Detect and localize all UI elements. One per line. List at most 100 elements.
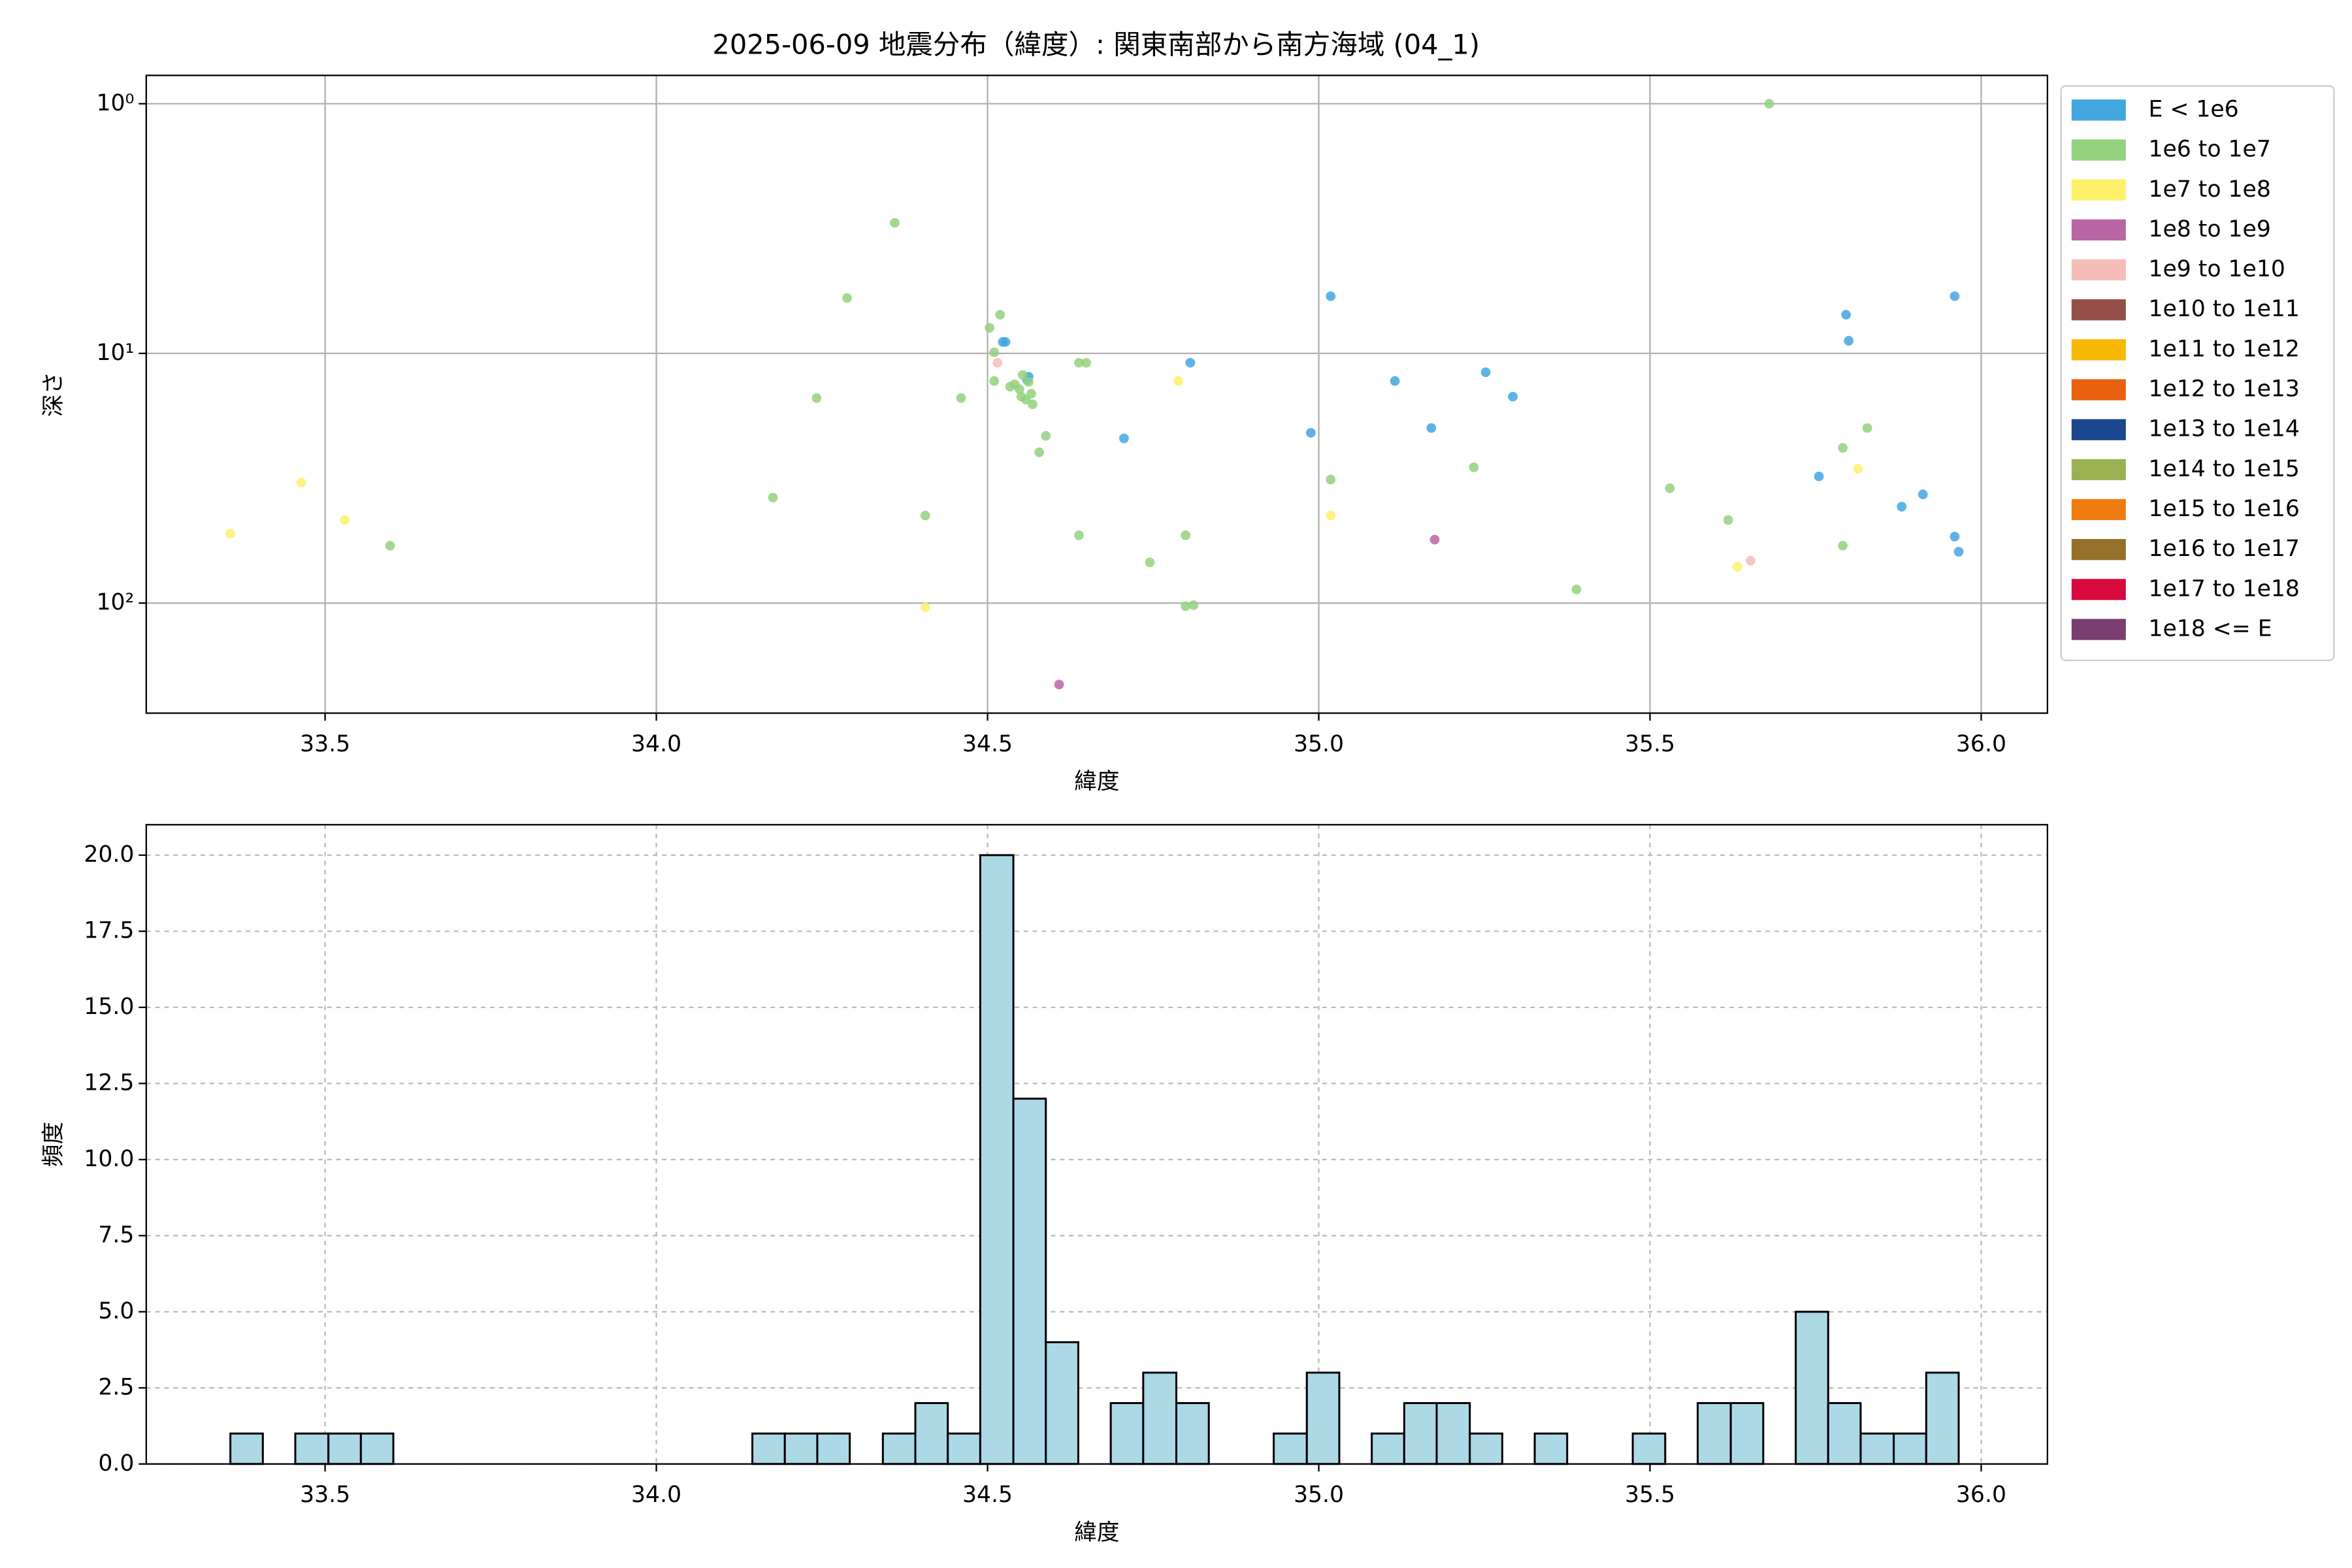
point (1814, 471, 1824, 482)
point (1074, 357, 1084, 368)
y-axis-label: 頻度 (41, 1122, 67, 1167)
bar (1859, 1432, 1895, 1465)
x-tick-label: 34.5 (962, 1482, 1013, 1508)
point (1185, 357, 1196, 368)
x-tick-label: 34.0 (631, 731, 681, 757)
legend-box (2060, 85, 2335, 661)
point (956, 393, 966, 403)
point (1034, 447, 1045, 457)
axes-frame (145, 74, 2048, 714)
point (1305, 428, 1316, 438)
point (1016, 391, 1026, 402)
y-tick-label: 7.5 (98, 1222, 134, 1248)
legend-label: 1e10 to 1e11 (2148, 296, 2299, 322)
axes-frame (145, 824, 2048, 1465)
legend-swatch (2071, 259, 2126, 281)
point (1429, 534, 1440, 545)
x-tick-label: 35.5 (1625, 731, 1675, 757)
bar (1273, 1432, 1308, 1465)
point (1469, 462, 1479, 472)
point (1145, 557, 1155, 568)
point (1326, 474, 1336, 485)
point (1746, 555, 1756, 566)
point (1024, 377, 1034, 387)
point (989, 347, 1000, 357)
point (385, 540, 395, 551)
x-tick-label: 35.0 (1294, 731, 1344, 757)
legend-swatch (2071, 539, 2126, 561)
x-tick-label: 33.5 (300, 1482, 350, 1508)
point (1841, 310, 1851, 320)
bar (1795, 1311, 1829, 1465)
bar (1435, 1402, 1471, 1465)
x-tick-label: 35.5 (1625, 1482, 1675, 1508)
legend-swatch (2071, 179, 2126, 201)
point (1665, 483, 1675, 493)
bar (294, 1432, 330, 1465)
bar (979, 854, 1015, 1465)
point (1081, 357, 1092, 368)
bar (914, 1402, 949, 1465)
point (1326, 510, 1336, 521)
legend-label: 1e8 to 1e9 (2148, 216, 2270, 242)
point (768, 493, 778, 502)
x-tick-label: 36.0 (1956, 731, 2006, 757)
point (1918, 489, 1928, 500)
bar (1109, 1402, 1145, 1465)
point (1173, 376, 1183, 386)
x-tick-label: 36.0 (1956, 1482, 2006, 1508)
y-tick-label: 10.0 (84, 1146, 134, 1172)
legend-swatch (2071, 619, 2126, 640)
point (1853, 464, 1863, 474)
bar (1533, 1432, 1569, 1465)
point (1764, 99, 1774, 109)
legend-swatch (2071, 139, 2126, 161)
point (1390, 376, 1400, 386)
point (811, 393, 822, 403)
point (1723, 515, 1733, 525)
y-tick-label: 0.0 (98, 1450, 134, 1477)
figure-title: 2025-06-09 地震分布（緯度）: 関東南部から南方海域 (04_1) (712, 29, 1480, 61)
bar (1631, 1432, 1667, 1465)
legend-label: 1e12 to 1e13 (2148, 376, 2299, 402)
bar (1696, 1402, 1732, 1465)
point (998, 337, 1008, 347)
point (985, 323, 994, 333)
point (1508, 391, 1518, 402)
bar (327, 1432, 362, 1465)
x-axis-label: 緯度 (1074, 769, 1119, 795)
point (1426, 423, 1437, 433)
legend-swatch (2071, 579, 2126, 600)
point (1028, 399, 1037, 410)
x-tick-label: 34.0 (631, 1482, 681, 1508)
bar (1045, 1341, 1079, 1465)
legend-label: 1e9 to 1e10 (2148, 256, 2285, 282)
legend-label: 1e6 to 1e7 (2148, 137, 2270, 163)
point (1188, 600, 1199, 610)
bar (1893, 1432, 1927, 1465)
point (992, 357, 1003, 368)
point (1005, 382, 1015, 392)
point (1732, 562, 1742, 572)
legend-swatch (2071, 339, 2126, 361)
y-tick-label: 10² (96, 589, 134, 615)
legend-label: 1e13 to 1e14 (2148, 416, 2299, 442)
point (920, 510, 930, 521)
y-tick-label: 2.5 (98, 1374, 134, 1400)
legend-swatch (2071, 379, 2126, 400)
y-tick-label: 10⁰ (96, 90, 134, 116)
point (1950, 291, 1960, 301)
bar (1305, 1371, 1341, 1465)
bar (751, 1432, 786, 1465)
point (1571, 584, 1582, 595)
bar (947, 1432, 981, 1465)
point (1017, 370, 1028, 380)
legend-swatch (2071, 219, 2126, 241)
point (1026, 389, 1036, 399)
bar (1142, 1371, 1178, 1465)
point (1838, 443, 1848, 453)
point (1838, 540, 1848, 551)
point (1054, 679, 1064, 690)
